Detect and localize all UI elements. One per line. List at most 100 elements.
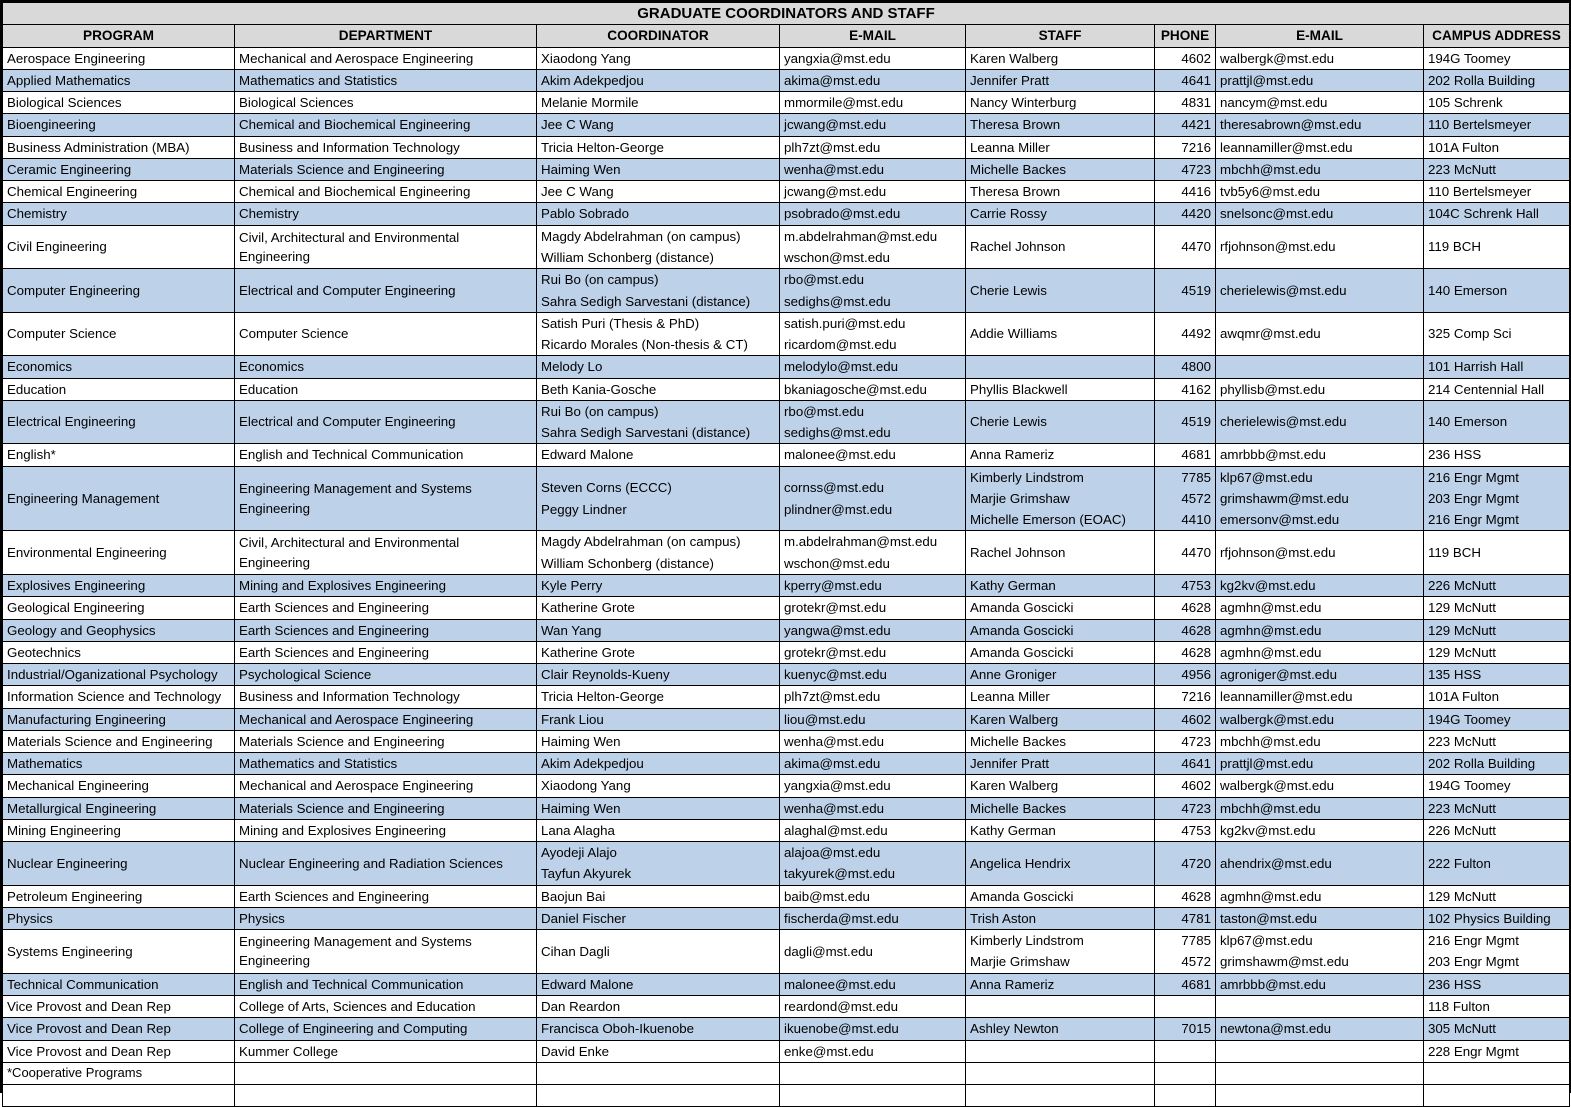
cell-program[interactable]: Geology and Geophysics — [2, 618, 235, 642]
cell-program[interactable]: Civil Engineering — [2, 224, 235, 270]
table-row[interactable]: Education Education Beth Kania-Gosche bkani… — [2, 377, 1570, 401]
cell-coordinator-email[interactable]: grotekr@mst.edu — [779, 596, 966, 620]
cell-coordinator[interactable]: Jee C Wang — [536, 180, 780, 204]
cell-program[interactable]: Education — [2, 377, 235, 401]
cell-campus-address[interactable]: 110 Bertelsmeyer — [1423, 113, 1570, 137]
cell-program[interactable]: Business Administration (MBA) — [2, 135, 235, 159]
cell-phone[interactable]: 4641 — [1154, 752, 1216, 776]
cell-phone[interactable]: 4628 — [1154, 618, 1216, 642]
table-row[interactable]: Chemical Engineering Chemical and Biochem… — [2, 180, 1570, 204]
cell-staff-email[interactable]: agroniger@mst.edu — [1215, 663, 1424, 687]
cell-staff-email[interactable]: leannamiller@mst.edu — [1215, 685, 1424, 709]
cell-department[interactable]: Civil, Architectural and Environmental E… — [234, 224, 537, 270]
cell-staff[interactable]: Rachel Johnson — [965, 224, 1155, 270]
cell-staff-email[interactable]: theresabrown@mst.edu — [1215, 113, 1424, 137]
cell-staff[interactable]: Kimberly Lindstrom Marjie Grimshaw — [965, 929, 1155, 974]
cell-coordinator-email[interactable]: melodylo@mst.edu — [779, 355, 966, 379]
cell-coordinator-email[interactable]: fischerda@mst.edu — [779, 906, 966, 931]
cell-staff-email[interactable]: awqmr@mst.edu — [1215, 311, 1424, 357]
cell-phone[interactable]: 4723 — [1154, 729, 1216, 754]
cell-coordinator[interactable]: Akim Adekpedjou — [536, 752, 780, 776]
cell-department[interactable]: Mining and Explosives Engineering — [234, 573, 537, 598]
cell-phone[interactable]: 7785 4572 — [1154, 929, 1216, 974]
cell-staff-email[interactable]: cherielewis@mst.edu — [1215, 268, 1424, 313]
cell-coordinator[interactable]: Edward Malone — [536, 443, 780, 467]
cell-coordinator[interactable]: Pablo Sobrado — [536, 202, 780, 226]
cell-coordinator-email[interactable]: jcwang@mst.edu — [779, 180, 966, 204]
cell-staff-email[interactable] — [1215, 1039, 1424, 1063]
cell-coordinator[interactable]: David Enke — [536, 1039, 780, 1063]
column-header-department[interactable]: DEPARTMENT — [234, 24, 537, 48]
cell-phone[interactable] — [1154, 1039, 1216, 1063]
cell-coordinator-email[interactable]: plh7zt@mst.edu — [779, 135, 966, 159]
cell-staff-email[interactable]: kg2kv@mst.edu — [1215, 573, 1424, 598]
cell-coordinator-email[interactable]: alaghal@mst.edu — [779, 818, 966, 843]
cell-staff[interactable]: Kathy German — [965, 818, 1155, 843]
table-row[interactable]: Electrical Engineering Electrical and Com… — [2, 399, 1570, 445]
cell-phone[interactable]: 4421 — [1154, 113, 1216, 137]
cell-coordinator[interactable]: Tricia Helton-George — [536, 685, 780, 709]
cell-coordinator-email[interactable]: wenha@mst.edu — [779, 729, 966, 754]
cell-staff[interactable]: Amanda Goscicki — [965, 884, 1155, 908]
cell-department[interactable]: Kummer College — [234, 1039, 537, 1063]
cell-phone[interactable]: 7015 — [1154, 1017, 1216, 1041]
cell-campus-address[interactable]: 228 Engr Mgmt — [1423, 1039, 1570, 1063]
cell-phone[interactable]: 4753 — [1154, 818, 1216, 843]
cell-department[interactable]: Earth Sciences and Engineering — [234, 596, 537, 620]
cell-coordinator-email[interactable]: dagli@mst.edu — [779, 929, 966, 974]
cell-campus-address[interactable]: 202 Rolla Building — [1423, 68, 1570, 93]
cell-coordinator[interactable]: Wan Yang — [536, 618, 780, 642]
column-header-staff-email[interactable]: E-MAIL — [1215, 24, 1424, 48]
cell-staff-email[interactable]: kg2kv@mst.edu — [1215, 818, 1424, 843]
cell-program[interactable]: Technical Communication — [2, 972, 235, 997]
cell-campus-address[interactable]: 118 Fulton — [1423, 995, 1570, 1019]
cell-coordinator[interactable]: Daniel Fischer — [536, 906, 780, 931]
cell-staff[interactable]: Amanda Goscicki — [965, 640, 1155, 665]
cell-staff-email[interactable] — [1215, 355, 1424, 379]
cell-coordinator[interactable]: Magdy Abdelrahman (on campus) William Sch… — [536, 224, 780, 270]
table-row[interactable]: Materials Science and Engineering Materia… — [2, 729, 1570, 754]
cell-coordinator-email[interactable]: akima@mst.edu — [779, 68, 966, 93]
cell-campus-address[interactable]: 223 McNutt — [1423, 796, 1570, 820]
cell-staff-email[interactable]: amrbbb@mst.edu — [1215, 443, 1424, 467]
cell-campus-address[interactable]: 140 Emerson — [1423, 399, 1570, 445]
cell-program[interactable]: Electrical Engineering — [2, 399, 235, 445]
cell-campus-address[interactable]: 202 Rolla Building — [1423, 752, 1570, 776]
cell-campus-address[interactable]: 101 Harrish Hall — [1423, 355, 1570, 379]
cell-coordinator-email[interactable]: yangxia@mst.edu — [779, 774, 966, 798]
cell-department[interactable]: Civil, Architectural and Environmental E… — [234, 530, 537, 575]
cell-coordinator-email[interactable]: malonee@mst.edu — [779, 972, 966, 997]
cell-campus-address[interactable]: 129 McNutt — [1423, 884, 1570, 908]
cell-phone[interactable]: 4723 — [1154, 796, 1216, 820]
cell-department[interactable]: Psychological Science — [234, 663, 537, 687]
cell-department[interactable]: Materials Science and Engineering — [234, 729, 537, 754]
cell-campus-address[interactable]: 104C Schrenk Hall — [1423, 202, 1570, 226]
column-header-coordinator[interactable]: COORDINATOR — [536, 24, 780, 48]
cell-coordinator-email[interactable]: alajoa@mst.edu takyurek@mst.edu — [779, 841, 966, 886]
cell-phone[interactable]: 4420 — [1154, 202, 1216, 226]
cell-coordinator-email[interactable]: enke@mst.edu — [779, 1039, 966, 1063]
cell-staff[interactable]: Karen Walberg — [965, 707, 1155, 731]
cell-department[interactable]: Chemical and Biochemical Engineering — [234, 113, 537, 137]
cell-staff-email[interactable]: walbergk@mst.edu — [1215, 46, 1424, 70]
cell-department[interactable]: Mechanical and Aerospace Engineering — [234, 707, 537, 731]
cell-staff-email[interactable]: klp67@mst.edu grimshawm@mst.edu — [1215, 929, 1424, 974]
cell-staff[interactable]: Amanda Goscicki — [965, 618, 1155, 642]
cell-coordinator[interactable]: Kyle Perry — [536, 573, 780, 598]
cell-department[interactable]: College of Engineering and Computing — [234, 1017, 537, 1041]
cell-coordinator[interactable]: Clair Reynolds-Kueny — [536, 663, 780, 687]
table-row[interactable]: Vice Provost and Dean Rep Kummer College D… — [2, 1039, 1570, 1063]
cell-coordinator-email[interactable]: satish.puri@mst.edu ricardom@mst.edu — [779, 311, 966, 357]
cell-department[interactable]: Engineering Management and Systems Engin… — [234, 465, 537, 532]
cell-staff-email[interactable]: agmhn@mst.edu — [1215, 640, 1424, 665]
cell-coordinator-email[interactable]: baib@mst.edu — [779, 884, 966, 908]
cell-staff-email[interactable]: ahendrix@mst.edu — [1215, 841, 1424, 886]
cell-staff-email[interactable]: leannamiller@mst.edu — [1215, 135, 1424, 159]
cell-phone[interactable]: 4602 — [1154, 46, 1216, 70]
cell-coordinator[interactable]: Haiming Wen — [536, 796, 780, 820]
cell-staff[interactable]: Angelica Hendrix — [965, 841, 1155, 886]
cell-coordinator-email[interactable]: cornss@mst.edu plindner@mst.edu — [779, 465, 966, 532]
cell-staff[interactable]: Anna Rameriz — [965, 972, 1155, 997]
cell-campus-address[interactable]: 194G Toomey — [1423, 46, 1570, 70]
table-row[interactable]: Metallurgical Engineering Materials Scien… — [2, 796, 1570, 820]
